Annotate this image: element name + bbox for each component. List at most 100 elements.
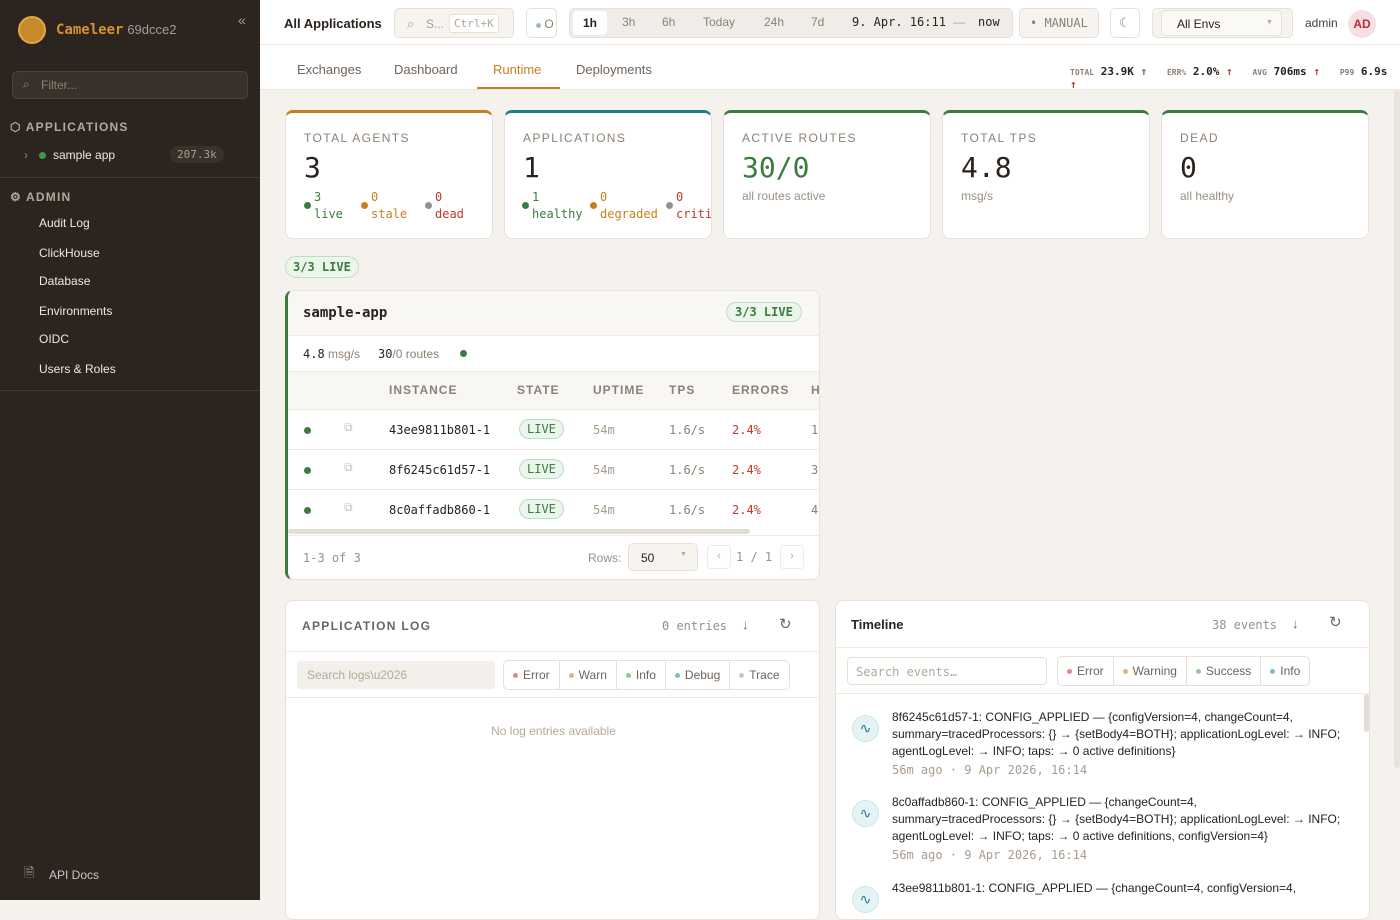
timeline-search-input[interactable]: Search events… bbox=[847, 657, 1047, 685]
search-button[interactable]: ⌕ S... Ctrl+K bbox=[394, 8, 514, 38]
filter-trace[interactable]: Trace bbox=[730, 661, 788, 689]
filter-success[interactable]: Success bbox=[1187, 657, 1262, 685]
app-name[interactable]: sample-app bbox=[303, 305, 388, 321]
timeline-panel: Timeline 38 events ↓ ↻ Search events… Er… bbox=[835, 600, 1370, 920]
log-entry-count: 0 entries bbox=[662, 619, 728, 633]
time-range-selector: 1h 3h 6h Today 24h 7d 9. Apr. 16:11 — no… bbox=[569, 8, 1013, 38]
table-row[interactable]: ⧉ 8c0affadb860-1 LIVE 54m 1.6/s 2.4% 4 bbox=[288, 489, 819, 529]
log-search-input[interactable]: Search logs\u2026 bbox=[297, 661, 495, 689]
state-badge: LIVE bbox=[519, 499, 564, 519]
page-scrollbar[interactable] bbox=[1394, 90, 1400, 768]
range-7d[interactable]: 7d bbox=[811, 15, 825, 29]
col-instance[interactable]: INSTANCE bbox=[389, 383, 458, 397]
tab-deployments[interactable]: Deployments bbox=[576, 62, 652, 77]
table-row[interactable]: ⧉ 8f6245c61d57-1 LIVE 54m 1.6/s 2.4% 3 bbox=[288, 449, 819, 489]
admin-section[interactable]: ⚙ ADMIN bbox=[10, 190, 72, 204]
tab-dashboard[interactable]: Dashboard bbox=[394, 62, 458, 77]
filter-error[interactable]: Error bbox=[504, 661, 560, 689]
kpi-total-agents: TOTAL AGENTS 3 3 live 0 stale 0 dead bbox=[285, 110, 493, 239]
external-link-icon[interactable]: ⧉ bbox=[344, 460, 353, 474]
col-tps[interactable]: TPS bbox=[669, 383, 696, 397]
api-docs-link[interactable]: API Docs bbox=[49, 868, 100, 882]
instance-id[interactable]: 8c0affadb860-1 bbox=[389, 503, 491, 517]
chevron-right-icon[interactable]: › bbox=[24, 148, 28, 162]
filter-info[interactable]: Info bbox=[1261, 657, 1309, 685]
divider bbox=[0, 390, 260, 391]
page-indicator: 1 / 1 bbox=[736, 550, 773, 564]
sidebar-item-audit-log[interactable]: Audit Log bbox=[39, 216, 90, 230]
sidebar-item-oidc[interactable]: OIDC bbox=[39, 332, 69, 346]
horizontal-scrollbar[interactable] bbox=[288, 529, 750, 534]
username: admin bbox=[1305, 16, 1338, 30]
filter-warn[interactable]: Warn bbox=[560, 661, 617, 689]
arrow-down-icon[interactable]: ↓ bbox=[1292, 616, 1299, 631]
timeline-event[interactable]: ∿ 43ee9811b801-1: CONFIG_APPLIED — {chang… bbox=[852, 880, 1352, 919]
timeline-title: Timeline bbox=[851, 617, 904, 632]
sidebar-filter-input[interactable]: ⌕ Filter... bbox=[12, 71, 248, 99]
tab-exchanges[interactable]: Exchanges bbox=[297, 62, 362, 77]
sidebar-app-sample-app[interactable]: sample app bbox=[53, 148, 116, 162]
tab-runtime[interactable]: Runtime bbox=[493, 62, 542, 77]
live-summary-badge: 3/3 LIVE bbox=[285, 256, 359, 278]
applications-section[interactable]: ⬡ APPLICATIONS bbox=[10, 120, 129, 134]
external-link-icon[interactable]: ⧉ bbox=[344, 500, 353, 514]
refresh-icon[interactable]: ↻ bbox=[1329, 614, 1342, 631]
collapse-sidebar-icon[interactable]: « bbox=[238, 12, 246, 28]
log-level-filter: Error Warn Info Debug Trace bbox=[503, 660, 790, 690]
refresh-icon[interactable]: ↻ bbox=[779, 616, 792, 633]
instance-id[interactable]: 8f6245c61d57-1 bbox=[389, 463, 491, 477]
range-today[interactable]: Today bbox=[703, 15, 736, 29]
range-3h[interactable]: 3h bbox=[622, 15, 636, 29]
sidebar-item-database[interactable]: Database bbox=[39, 274, 91, 288]
timeline-level-filter: Error Warning Success Info bbox=[1057, 656, 1311, 686]
filter-info[interactable]: Info bbox=[617, 661, 666, 689]
avatar[interactable]: AD bbox=[1348, 10, 1376, 38]
env-select[interactable]: All Envs ▼ bbox=[1152, 8, 1293, 38]
sidebar-item-environments[interactable]: Environments bbox=[39, 304, 113, 318]
timeline-event-count: 38 events bbox=[1212, 618, 1278, 632]
state-badge: LIVE bbox=[519, 419, 564, 439]
arrow-down-icon[interactable]: ↓ bbox=[742, 617, 749, 632]
range-from[interactable]: 9. Apr. 16:11 bbox=[852, 15, 946, 29]
sidebar: Cameleer 69dcce2 « ⌕ Filter... ⬡ APPLICAT… bbox=[0, 0, 260, 900]
range-1h[interactable]: 1h bbox=[573, 11, 607, 35]
kpi-active-routes: ACTIVE ROUTES 30/0 all routes active bbox=[723, 110, 931, 239]
table-row[interactable]: ⧉ 43ee9811b801-1 LIVE 54m 1.6/s 2.4% 1 bbox=[288, 409, 819, 449]
refresh-mode-button[interactable]: • MANUAL bbox=[1019, 8, 1099, 38]
range-24h[interactable]: 24h bbox=[764, 15, 785, 29]
range-to[interactable]: now bbox=[978, 15, 1000, 29]
log-empty-state: No log entries available bbox=[491, 724, 616, 738]
state-badge: LIVE bbox=[519, 459, 564, 479]
cameleer-logo bbox=[18, 16, 46, 44]
sidebar-item-clickhouse[interactable]: ClickHouse bbox=[39, 246, 100, 260]
col-state[interactable]: STATE bbox=[517, 383, 560, 397]
app-count-badge: 207.3k bbox=[170, 146, 224, 163]
sidebar-item-users-roles[interactable]: Users & Roles bbox=[39, 362, 116, 376]
filter-debug[interactable]: Debug bbox=[666, 661, 731, 689]
col-h[interactable]: H bbox=[811, 383, 820, 397]
timeline-event[interactable]: ∿ 8c0affadb860-1: CONFIG_APPLIED — {chang… bbox=[852, 794, 1352, 874]
tab-bar: Exchanges Dashboard Runtime Deployments … bbox=[260, 45, 1400, 91]
activity-icon: ∿ bbox=[852, 800, 879, 827]
shortcut-hint: Ctrl+K bbox=[449, 14, 499, 33]
filter-warning[interactable]: Warning bbox=[1114, 657, 1187, 685]
col-errors[interactable]: ERRORS bbox=[732, 383, 790, 397]
brand: Cameleer 69dcce2 bbox=[56, 22, 177, 38]
instance-id[interactable]: 43ee9811b801-1 bbox=[389, 423, 491, 437]
pagination-range: 1-3 of 3 bbox=[303, 551, 361, 565]
rows-per-page-select[interactable]: 50 ▼ bbox=[628, 543, 698, 571]
moon-icon[interactable]: ☾ bbox=[1110, 8, 1140, 38]
timeline-event[interactable]: ∿ 8f6245c61d57-1: CONFIG_APPLIED — {confi… bbox=[852, 709, 1352, 789]
col-uptime[interactable]: UPTIME bbox=[593, 383, 645, 397]
prev-page-button[interactable]: ‹ bbox=[707, 545, 731, 569]
next-page-button[interactable]: › bbox=[780, 545, 804, 569]
version: 69dcce2 bbox=[127, 22, 177, 37]
filter-error[interactable]: Error bbox=[1058, 657, 1114, 685]
page-title: All Applications bbox=[284, 16, 382, 31]
kpi-dead: DEAD 0 all healthy bbox=[1161, 110, 1369, 239]
status-button[interactable]: O bbox=[526, 8, 557, 38]
external-link-icon[interactable]: ⧉ bbox=[344, 420, 353, 434]
status-dot bbox=[304, 427, 311, 434]
range-6h[interactable]: 6h bbox=[662, 15, 676, 29]
vertical-scrollbar[interactable] bbox=[1364, 694, 1369, 732]
